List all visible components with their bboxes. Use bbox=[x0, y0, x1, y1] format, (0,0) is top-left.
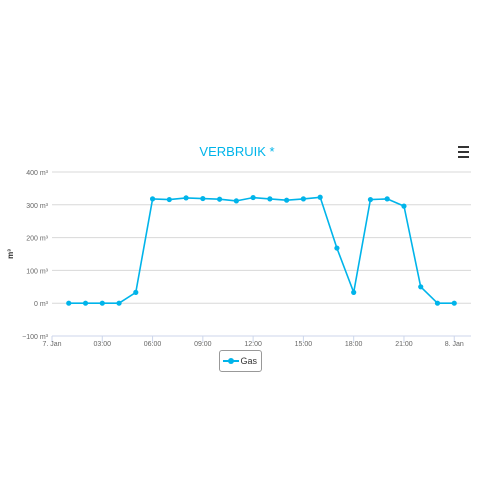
legend-item-gas[interactable]: Gas bbox=[219, 350, 262, 372]
data-point[interactable] bbox=[250, 194, 256, 201]
data-point[interactable] bbox=[82, 300, 89, 306]
y-axis-labels: 400 m³ 300 m³ 200 m³ 100 m³ 0 m³ −100 m³ bbox=[22, 170, 49, 341]
data-point[interactable] bbox=[317, 194, 323, 200]
data-point[interactable] bbox=[334, 245, 340, 251]
data-point[interactable] bbox=[99, 300, 105, 306]
x-tick-label: 21:00 bbox=[395, 341, 413, 348]
data-point[interactable] bbox=[284, 197, 290, 203]
data-point[interactable] bbox=[133, 289, 139, 295]
data-point[interactable] bbox=[300, 196, 306, 202]
y-tick-label: 200 m³ bbox=[26, 236, 48, 243]
grid-lines bbox=[52, 171, 471, 337]
data-point[interactable] bbox=[434, 300, 441, 306]
y-tick-label: 100 m³ bbox=[26, 268, 48, 275]
y-axis-title: m³ bbox=[6, 249, 15, 259]
data-point[interactable] bbox=[418, 284, 424, 290]
y-tick-label: −100 m³ bbox=[22, 334, 49, 341]
data-point[interactable] bbox=[401, 203, 407, 209]
x-tick-label: 18:00 bbox=[345, 341, 363, 348]
chart-title: VERBRUIK * bbox=[199, 144, 274, 159]
legend-line-dot-icon bbox=[223, 356, 240, 366]
x-tick-label: 7. Jan bbox=[42, 341, 61, 348]
data-point[interactable] bbox=[367, 196, 374, 203]
data-point[interactable] bbox=[116, 300, 122, 306]
data-point[interactable] bbox=[267, 196, 273, 202]
legend-label: Gas bbox=[240, 356, 257, 366]
data-point[interactable] bbox=[451, 300, 457, 306]
x-axis: 7. Jan 03:00 06:00 09:00 12:00 15:00 18:00 21:0… bbox=[42, 335, 471, 348]
data-point[interactable] bbox=[149, 196, 156, 202]
series-gas bbox=[66, 194, 457, 306]
data-point[interactable] bbox=[183, 195, 189, 201]
y-tick-label: 300 m³ bbox=[26, 203, 48, 210]
x-tick-label: 12:00 bbox=[244, 341, 262, 348]
x-tick-label: 09:00 bbox=[194, 341, 212, 348]
hamburger-menu-icon bbox=[457, 146, 469, 148]
data-point[interactable] bbox=[384, 196, 390, 202]
data-point[interactable] bbox=[200, 195, 206, 202]
data-point[interactable] bbox=[166, 196, 172, 203]
x-tick-label: 8. Jan bbox=[445, 341, 464, 348]
x-tick-label: 03:00 bbox=[94, 341, 112, 348]
data-point[interactable] bbox=[66, 300, 72, 306]
y-tick-label: 400 m³ bbox=[26, 170, 48, 177]
data-point[interactable] bbox=[217, 196, 223, 202]
x-tick-label: 15:00 bbox=[295, 341, 313, 348]
chart-menu-button[interactable] bbox=[452, 142, 474, 162]
data-point[interactable] bbox=[233, 198, 239, 204]
data-point[interactable] bbox=[351, 289, 357, 295]
series-line bbox=[68, 196, 455, 305]
y-tick-label: 0 m³ bbox=[34, 301, 49, 308]
x-tick-label: 06:00 bbox=[144, 341, 162, 348]
